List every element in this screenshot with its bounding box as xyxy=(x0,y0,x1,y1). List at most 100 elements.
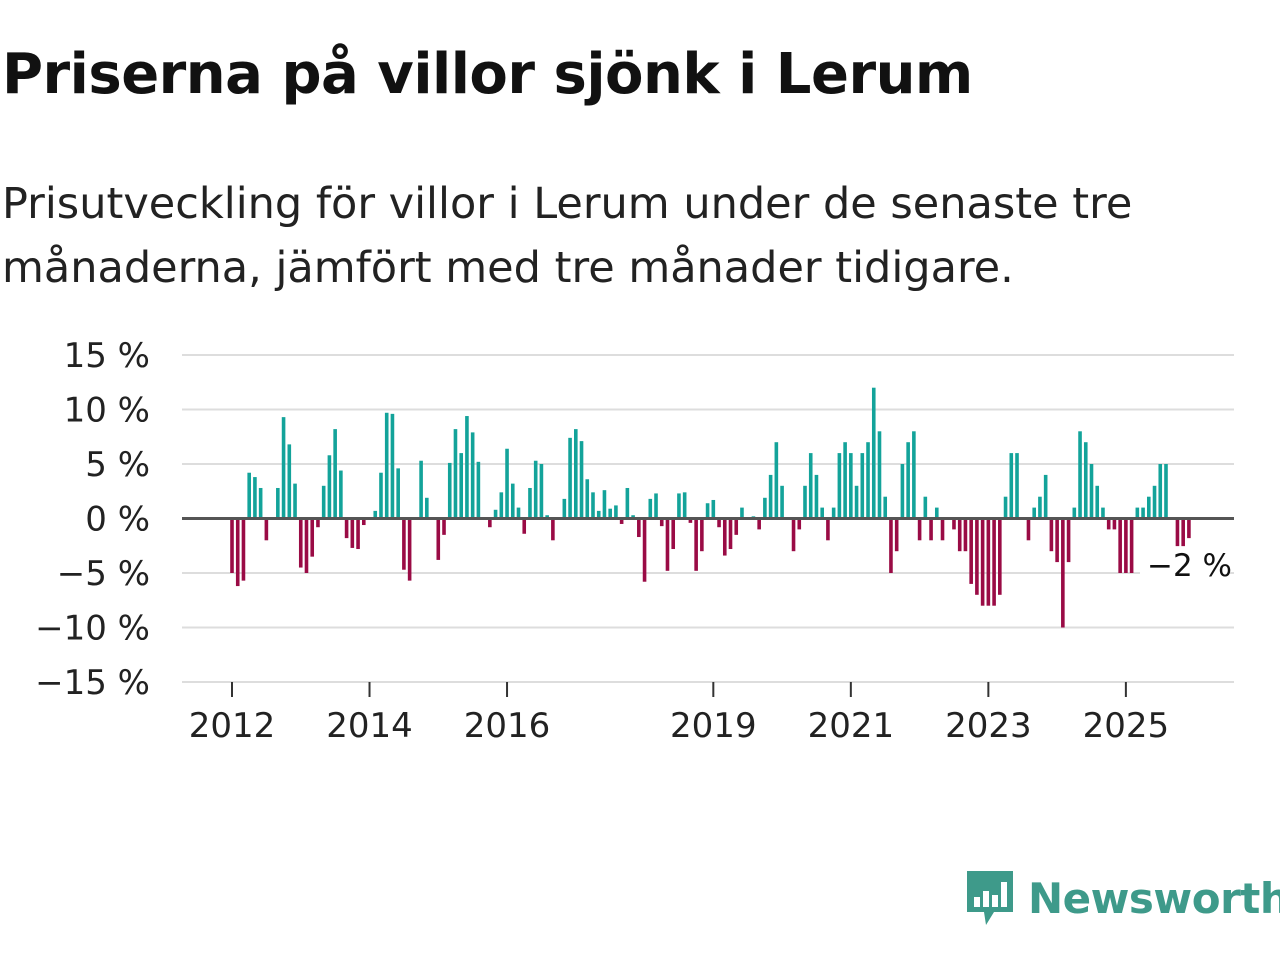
bar xyxy=(625,487,630,519)
bar xyxy=(333,429,337,519)
bar xyxy=(505,448,509,519)
bar xyxy=(637,518,641,538)
bar xyxy=(912,431,916,519)
bar xyxy=(539,464,544,519)
bar xyxy=(654,493,658,519)
bar xyxy=(579,441,584,519)
bar xyxy=(682,492,687,519)
bar xyxy=(476,461,481,519)
bar xyxy=(344,518,349,539)
bar xyxy=(419,460,423,519)
bar xyxy=(568,437,572,519)
newsworthy-logo: Newsworthy xyxy=(964,866,1280,930)
bar xyxy=(969,518,973,584)
bar xyxy=(900,464,905,519)
bar xyxy=(602,490,607,519)
bar xyxy=(866,442,870,519)
bar xyxy=(230,518,234,573)
bar xyxy=(980,518,985,606)
chart-gridlines xyxy=(182,354,1234,683)
bar xyxy=(705,503,710,519)
bar xyxy=(906,442,910,519)
bar xyxy=(1147,496,1151,519)
bar xyxy=(1043,474,1048,519)
bar xyxy=(1175,518,1180,547)
y-tick-label: 15 % xyxy=(64,336,150,376)
bar xyxy=(1129,518,1134,573)
bar xyxy=(608,508,612,519)
bar xyxy=(614,505,618,519)
bar xyxy=(574,429,578,519)
bar xyxy=(241,518,246,581)
bar xyxy=(871,387,876,519)
bar xyxy=(998,518,1002,595)
chart-bars xyxy=(230,387,1191,628)
bar xyxy=(562,498,567,519)
bar xyxy=(516,507,521,519)
x-tick-label: 2021 xyxy=(808,706,895,740)
bar xyxy=(373,510,378,519)
bar xyxy=(1038,496,1042,519)
bar xyxy=(700,518,704,552)
bar xyxy=(619,518,624,524)
bar xyxy=(992,518,996,606)
bar xyxy=(1078,431,1082,519)
bar xyxy=(894,518,899,552)
bar xyxy=(843,442,847,519)
y-tick-label: −15 % xyxy=(35,663,150,703)
bar xyxy=(1181,518,1185,547)
x-axis: 2012 2014 2016 2019 2021 2023 2025 xyxy=(189,682,1169,740)
bar xyxy=(1089,464,1094,519)
bar xyxy=(361,518,366,526)
bar xyxy=(860,453,865,519)
newsworthy-logo-icon xyxy=(967,871,1013,925)
bar xyxy=(1095,485,1100,519)
bar xyxy=(797,518,802,530)
bar xyxy=(671,518,676,550)
x-tick-label: 2025 xyxy=(1083,706,1170,740)
bar xyxy=(304,518,309,573)
y-tick-label: −10 % xyxy=(35,609,150,649)
bar xyxy=(957,518,962,552)
y-tick-label: 5 % xyxy=(85,445,150,485)
bar xyxy=(310,518,315,557)
bar xyxy=(877,431,882,519)
bar xyxy=(390,413,395,519)
bar xyxy=(447,462,452,519)
bar xyxy=(321,485,326,519)
bar xyxy=(711,499,716,519)
bar xyxy=(694,518,698,571)
bar xyxy=(814,474,819,519)
bar xyxy=(803,485,807,519)
end-value-annotation: −2 % xyxy=(1140,546,1232,587)
bar xyxy=(276,487,280,519)
bar xyxy=(774,442,779,519)
bar xyxy=(757,518,761,530)
bar xyxy=(854,485,859,519)
end-value-label: −2 % xyxy=(1147,548,1232,584)
bar xyxy=(510,483,515,519)
bar xyxy=(247,472,251,519)
x-tick-label: 2023 xyxy=(945,706,1032,740)
bar xyxy=(1009,453,1014,519)
page-title: Priserna på villor sjönk i Lerum xyxy=(2,42,973,107)
bar xyxy=(917,518,922,541)
bar xyxy=(350,518,355,548)
bar xyxy=(379,472,383,519)
end-label-background xyxy=(1140,546,1230,587)
bar xyxy=(889,518,893,573)
bar xyxy=(465,416,469,519)
bar xyxy=(1152,485,1157,519)
bar xyxy=(1083,442,1088,519)
bar xyxy=(1101,507,1105,519)
bar xyxy=(258,487,263,519)
bar xyxy=(1141,507,1145,519)
bar xyxy=(499,492,504,519)
bar xyxy=(287,444,292,519)
bar xyxy=(665,518,670,571)
bar xyxy=(763,497,767,519)
bar xyxy=(934,507,939,519)
x-tick-label: 2019 xyxy=(670,706,757,740)
bar xyxy=(940,518,945,541)
bar xyxy=(1032,507,1036,519)
